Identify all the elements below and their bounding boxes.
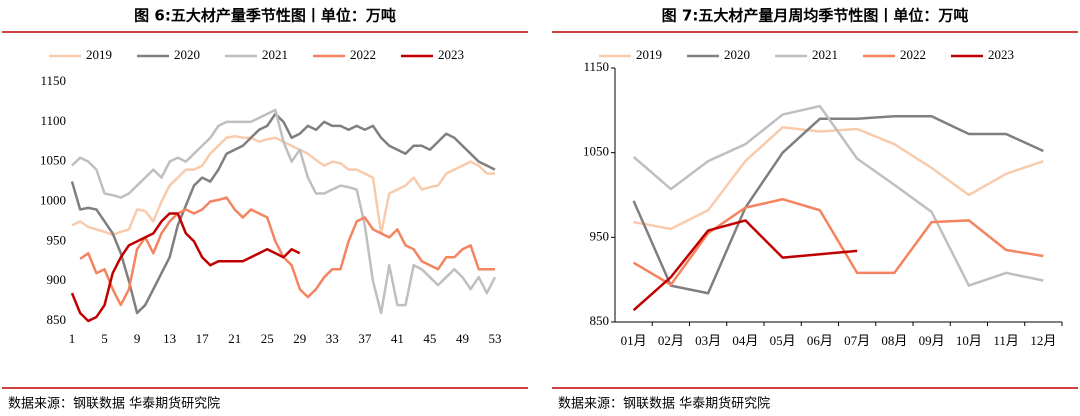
x-tick-label: 29 (293, 331, 306, 346)
legend-label: 2021 (812, 47, 838, 62)
series-line (71, 108, 497, 315)
x-tick-label: 49 (456, 331, 469, 346)
series-line (632, 104, 1044, 287)
x-tick-label: 03月 (695, 333, 721, 348)
x-tick-label: 01月 (621, 333, 647, 348)
legend-label: 2023 (988, 47, 1014, 62)
x-tick-label: 41 (391, 331, 404, 346)
y-tick-label: 1050 (583, 144, 609, 159)
series-line (632, 219, 858, 312)
x-tick-label: 45 (423, 331, 436, 346)
y-tick-label: 1150 (583, 59, 609, 74)
legend-label: 2022 (350, 47, 376, 62)
source: 数据来源：钢联数据 华泰期货研究院 (8, 396, 220, 412)
legend-label: 2022 (900, 47, 926, 62)
source: 数据来源：钢联数据 华泰期货研究院 (558, 396, 770, 412)
legend-label: 2020 (724, 47, 750, 62)
series-line (79, 196, 495, 307)
x-tick-label: 06月 (807, 333, 833, 348)
x-tick-label: 07月 (844, 333, 870, 348)
series-line (633, 126, 1044, 231)
y-tick-label: 950 (47, 232, 67, 247)
chart-title: 图 6:五大材产量季节性图丨单位：万吨 (134, 7, 396, 25)
legend-label: 2021 (262, 47, 288, 62)
x-tick-label: 11月 (993, 333, 1019, 348)
series-line (70, 212, 301, 323)
legend-label: 2019 (86, 47, 112, 62)
x-tick-label: 25 (261, 331, 274, 346)
y-tick-label: 950 (590, 228, 610, 243)
series-line (632, 115, 1044, 295)
x-tick-label: 13 (163, 331, 176, 346)
x-tick-label: 02月 (658, 333, 684, 348)
y-tick-label: 1100 (40, 113, 66, 128)
legend-label: 2019 (636, 47, 662, 62)
y-tick-label: 1150 (40, 73, 66, 88)
x-tick-label: 12月 (1030, 333, 1056, 348)
y-tick-label: 850 (47, 312, 67, 327)
x-tick-label: 05月 (770, 333, 796, 348)
x-tick-label: 9 (134, 331, 141, 346)
x-tick-label: 1 (69, 331, 76, 346)
y-tick-label: 1000 (40, 192, 66, 207)
x-tick-label: 08月 (881, 333, 907, 348)
x-tick-label: 09月 (919, 333, 945, 348)
x-tick-label: 33 (326, 331, 339, 346)
x-tick-label: 10月 (956, 333, 982, 348)
series-line (632, 197, 1044, 286)
legend-label: 2023 (438, 47, 464, 62)
x-tick-label: 04月 (732, 333, 758, 348)
series-line (70, 112, 496, 315)
y-tick-label: 850 (590, 313, 610, 328)
x-tick-label: 21 (228, 331, 241, 346)
x-tick-label: 53 (489, 331, 502, 346)
x-tick-label: 5 (101, 331, 108, 346)
x-tick-label: 17 (196, 331, 210, 346)
y-tick-label: 1050 (40, 153, 66, 168)
y-tick-label: 900 (47, 272, 67, 287)
x-tick-label: 37 (358, 331, 372, 346)
chart-title: 图 7:五大材产量月周均季节性图丨单位：万吨 (662, 7, 969, 25)
legend-label: 2020 (174, 47, 200, 62)
